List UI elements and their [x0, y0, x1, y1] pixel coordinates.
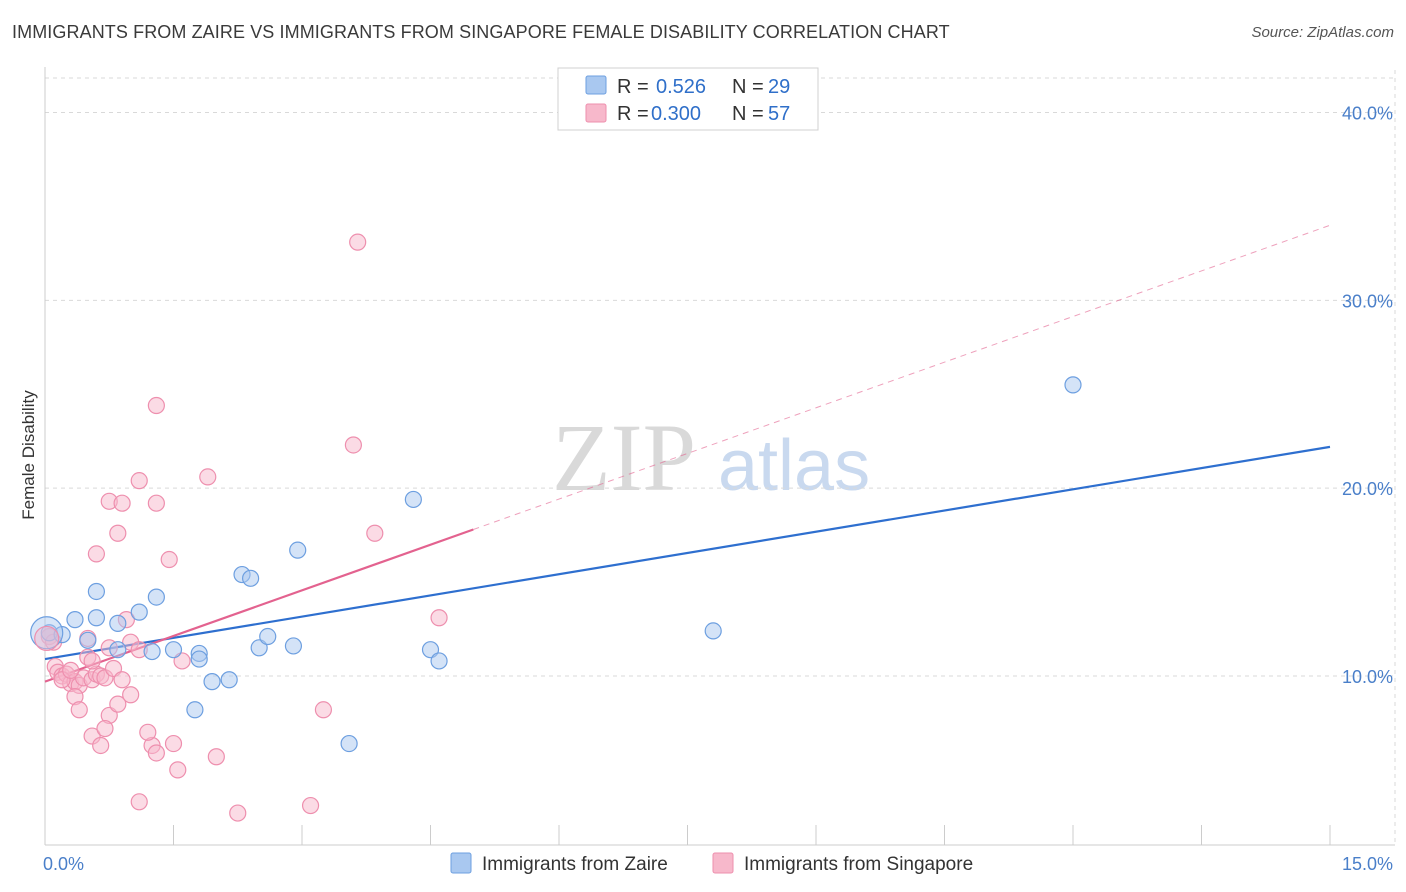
singapore-point [147, 396, 165, 415]
singapore-point [70, 701, 88, 719]
zaire-point [164, 641, 183, 659]
singapore-point [207, 748, 225, 766]
singapore-point [130, 793, 148, 811]
singapore-cluster-point [34, 625, 60, 652]
zaire-point [79, 631, 97, 649]
zaire-point [1064, 376, 1082, 394]
singapore-point [199, 468, 217, 486]
y-tick-label: 20.0% [1342, 479, 1393, 499]
singapore-point [147, 494, 165, 512]
zaire-point [220, 671, 238, 689]
singapore-point [83, 652, 101, 670]
singapore-point [160, 550, 178, 569]
zaire-point [109, 614, 127, 632]
zaire-point [340, 734, 358, 753]
singapore-point [62, 661, 80, 679]
legend-r-label-singapore: R = [617, 103, 649, 125]
singapore-trend-line [44, 528, 474, 683]
x-tick-label: 0.0% [43, 854, 84, 874]
zaire-point [289, 541, 307, 559]
zaire-trend-line [44, 445, 1331, 661]
singapore-point [301, 796, 320, 815]
zaire-point [704, 622, 722, 640]
singapore-point [344, 436, 362, 454]
zaire-point [143, 642, 161, 661]
y-tick-label: 30.0% [1342, 291, 1393, 311]
singapore-point [87, 545, 106, 563]
zaire-point [430, 652, 448, 670]
zaire-point [404, 490, 422, 509]
singapore-point [147, 744, 165, 762]
zaire-point [242, 569, 260, 587]
legend-n-value-zaire: 29 [768, 76, 790, 98]
legend-n-label-zaire: N = [732, 76, 764, 98]
singapore-point [130, 472, 148, 490]
zaire-point [284, 637, 303, 655]
zaire-point [147, 588, 165, 606]
data-points [30, 233, 1082, 822]
zaire-point [130, 603, 148, 621]
zaire-point [87, 582, 106, 601]
singapore-point [113, 671, 131, 689]
zaire-point [109, 641, 127, 659]
y-axis-label: Female Disability [19, 390, 38, 520]
singapore-point [164, 734, 183, 753]
watermark-zip: ZIP [552, 404, 696, 511]
singapore-point [314, 701, 333, 719]
legend-swatch-singapore [585, 103, 607, 123]
singapore-point [92, 736, 110, 755]
legend-r-value-singapore: 0.300 [651, 103, 701, 125]
singapore-point [366, 524, 384, 542]
zaire-point [203, 673, 221, 691]
legend-n-label-singapore: N = [732, 103, 764, 125]
legend-r-value-zaire: 0.526 [656, 76, 706, 98]
y-tick-label: 40.0% [1342, 104, 1393, 124]
watermark-atlas: atlas [718, 426, 870, 506]
stats-legend: R = 0.526 N = 29 R = 0.300 N = 57 [557, 67, 819, 131]
singapore-point [113, 494, 131, 512]
singapore-trend-extension [473, 224, 1331, 530]
series-legend-swatch-singapore [712, 852, 734, 874]
zaire-cluster-point [30, 616, 64, 650]
singapore-point [122, 686, 140, 704]
series-legend-label-zaire: Immigrants from Zaire [482, 854, 668, 875]
series-legend: Immigrants from Zaire Immigrants from Si… [450, 852, 973, 875]
zaire-point [87, 609, 106, 627]
legend-swatch-zaire [585, 75, 607, 95]
source-label: Source: ZipAtlas.com [1251, 24, 1394, 41]
trend-lines [44, 224, 1331, 683]
singapore-point [169, 761, 187, 779]
zaire-point [259, 627, 277, 646]
singapore-point [349, 233, 367, 251]
chart-title: IMMIGRANTS FROM ZAIRE VS IMMIGRANTS FROM… [12, 22, 950, 42]
singapore-point [229, 804, 247, 822]
legend-r-label-zaire: R = [617, 76, 649, 98]
singapore-point [430, 609, 448, 627]
singapore-point [139, 723, 157, 741]
singapore-point [96, 719, 114, 738]
zaire-point [190, 650, 208, 668]
singapore-point [109, 524, 127, 542]
series-legend-swatch-zaire [450, 852, 472, 874]
zaire-point [186, 701, 204, 719]
x-tick-label: 15.0% [1342, 854, 1393, 874]
zaire-point [66, 611, 84, 629]
y-tick-label: 10.0% [1342, 667, 1393, 687]
legend-n-value-singapore: 57 [768, 103, 790, 125]
axes: 10.0% 20.0% 30.0% 40.0% 0.0% 15.0% [43, 67, 1395, 874]
singapore-point [109, 695, 127, 713]
series-legend-label-singapore: Immigrants from Singapore [744, 854, 973, 875]
